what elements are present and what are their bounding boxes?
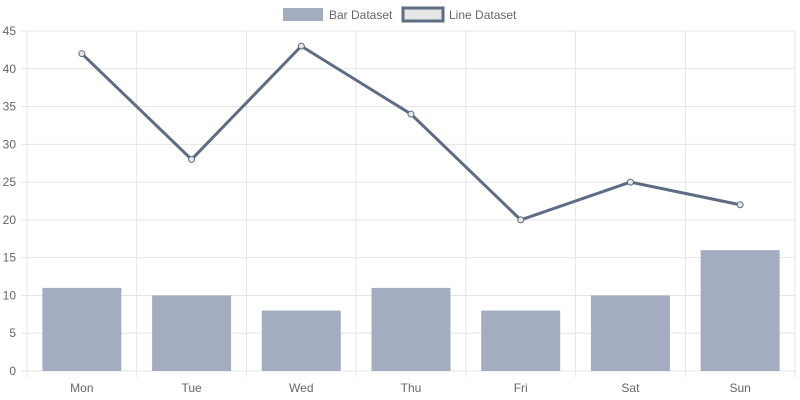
- y-tick-label: 5: [9, 326, 16, 340]
- x-tick-label: Tue: [181, 381, 202, 395]
- line-point[interactable]: [517, 216, 525, 224]
- bar[interactable]: [42, 287, 122, 371]
- y-tick-label: 25: [3, 175, 17, 189]
- bar[interactable]: [700, 250, 780, 371]
- bar[interactable]: [152, 295, 232, 371]
- grid: [21, 30, 796, 377]
- line-series: [78, 42, 744, 224]
- legend: Bar Dataset Line Dataset: [283, 6, 517, 23]
- y-tick-label: 45: [3, 24, 17, 38]
- line-point[interactable]: [297, 42, 305, 50]
- bar[interactable]: [371, 287, 451, 371]
- legend-label-line[interactable]: Line Dataset: [449, 8, 517, 22]
- line-point[interactable]: [736, 201, 744, 209]
- y-tick-label: 15: [3, 251, 17, 265]
- y-tick-label: 40: [3, 62, 17, 76]
- bar[interactable]: [481, 310, 561, 371]
- x-tick-label: Fri: [514, 381, 528, 395]
- legend-label-bar[interactable]: Bar Dataset: [329, 8, 393, 22]
- y-tick-label: 10: [3, 288, 17, 302]
- line-point[interactable]: [78, 50, 86, 58]
- y-tick-label: 30: [3, 137, 17, 151]
- legend-swatch-line[interactable]: [401, 6, 445, 23]
- y-axis: 0 5 10 15 20 25 30 35 40 45: [3, 24, 17, 378]
- bar-series: [42, 250, 780, 371]
- x-tick-label: Sun: [729, 381, 750, 395]
- legend-swatch-bar[interactable]: [283, 8, 323, 21]
- bar[interactable]: [590, 295, 670, 371]
- line-point[interactable]: [407, 110, 415, 118]
- line-point[interactable]: [626, 178, 634, 186]
- x-axis: Mon Tue Wed Thu Fri Sat Sun: [70, 381, 751, 395]
- x-tick-label: Thu: [401, 381, 422, 395]
- line-path: [80, 44, 741, 222]
- x-tick-label: Sat: [621, 381, 640, 395]
- y-tick-label: 20: [3, 213, 17, 227]
- x-tick-label: Mon: [70, 381, 93, 395]
- line-point[interactable]: [188, 155, 196, 163]
- bar[interactable]: [261, 310, 341, 371]
- y-tick-label: 0: [9, 364, 16, 378]
- x-tick-label: Wed: [289, 381, 313, 395]
- y-tick-label: 35: [3, 100, 17, 114]
